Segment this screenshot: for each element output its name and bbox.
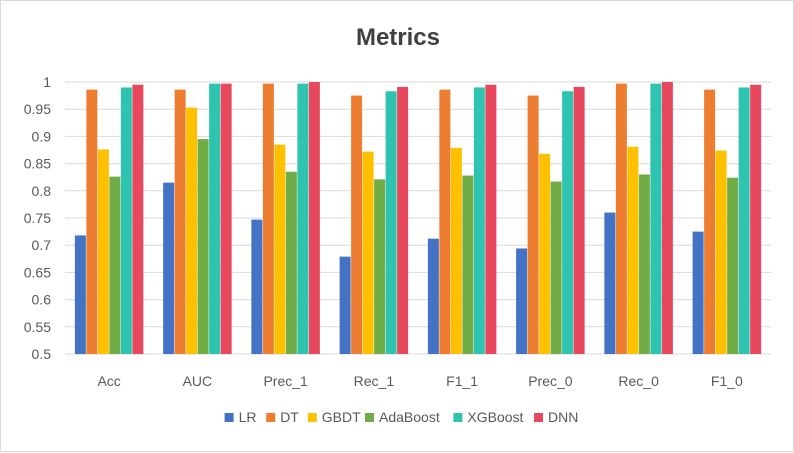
legend-swatch [453, 413, 463, 422]
x-category-label: Rec_1 [354, 373, 395, 389]
bar-lr-prec_1 [251, 219, 263, 354]
bar-adaboost-f1_0 [727, 177, 739, 354]
bar-lr-acc [74, 235, 86, 354]
bar-dt-prec_1 [262, 83, 274, 354]
legend-item-lr: LR [224, 409, 257, 425]
bar-lr-rec_0 [604, 212, 616, 354]
bar-gbdt-f1_0 [715, 150, 727, 354]
bar-xgboost-f1_1 [473, 87, 485, 354]
legend-swatch [266, 413, 276, 422]
bar-lr-auc [163, 182, 175, 354]
bar-adaboost-auc [197, 139, 209, 354]
y-tick-label: 0.7 [32, 237, 52, 253]
bar-gbdt-prec_1 [274, 144, 286, 354]
bar-lr-rec_1 [339, 256, 351, 354]
bar-adaboost-f1_1 [462, 175, 474, 354]
y-tick-label: 0.9 [32, 128, 52, 144]
legend-item-xgboost: XGBoost [453, 409, 524, 425]
x-category-label: Prec_1 [263, 373, 308, 389]
bar-gbdt-rec_1 [362, 151, 374, 354]
bar-dnn-acc [132, 84, 144, 354]
bar-dt-f1_1 [439, 89, 451, 354]
bar-dt-rec_0 [615, 83, 627, 354]
y-tick-label: 0.95 [24, 101, 51, 117]
bar-gbdt-auc [186, 107, 198, 355]
legend-label: GBDT [322, 409, 361, 425]
bar-dt-acc [86, 89, 98, 354]
legend-item-gbdt: GBDT [307, 409, 361, 425]
y-tick-label: 0.65 [24, 264, 51, 280]
x-category-label: Prec_0 [528, 373, 573, 389]
bar-dnn-prec_1 [308, 82, 320, 354]
legend-label: DNN [548, 409, 578, 425]
bar-xgboost-auc [209, 83, 221, 354]
bar-xgboost-rec_0 [650, 83, 662, 354]
x-category-label: F1_1 [446, 373, 478, 389]
x-category-label: Acc [97, 373, 120, 389]
bar-lr-prec_0 [516, 248, 528, 354]
legend-item-dt: DT [266, 409, 299, 425]
bar-adaboost-prec_1 [285, 171, 297, 354]
y-tick-label: 0.5 [32, 346, 52, 362]
bar-dnn-auc [220, 83, 232, 354]
y-tick-label: 0.55 [24, 319, 51, 335]
bar-lr-f1_1 [427, 238, 439, 354]
legend-label: LR [239, 409, 257, 425]
y-tick-label: 0.85 [24, 156, 51, 172]
y-tick-label: 0.6 [32, 292, 52, 308]
bar-xgboost-acc [120, 87, 132, 354]
bar-adaboost-rec_0 [638, 174, 650, 354]
x-category-label: AUC [183, 373, 213, 389]
bar-dt-prec_0 [527, 95, 539, 354]
bar-gbdt-acc [97, 149, 109, 354]
bar-gbdt-rec_0 [627, 146, 639, 354]
legend-swatch [224, 413, 234, 422]
bar-xgboost-prec_0 [562, 91, 574, 355]
bar-xgboost-f1_0 [738, 87, 750, 354]
bar-gbdt-f1_1 [450, 147, 462, 354]
chart-title: Metrics [356, 24, 440, 51]
bar-lr-f1_0 [692, 231, 704, 354]
x-category-label: Rec_0 [618, 373, 659, 389]
x-axis-categories: Acc AUC Prec_1 Rec_1 F1_1 Prec_0 Rec_0 F1_0 [97, 373, 743, 389]
bar-dt-auc [174, 89, 186, 354]
bar-dnn-rec_0 [661, 82, 673, 354]
x-category-label: F1_0 [711, 373, 743, 389]
bar-gbdt-prec_0 [539, 153, 551, 354]
legend-label: DT [280, 409, 299, 425]
y-tick-label: 1 [43, 74, 51, 90]
bar-adaboost-rec_1 [374, 179, 386, 354]
legend-swatch [534, 413, 543, 422]
bar-dnn-rec_1 [397, 86, 409, 355]
y-axis-ticks: 0.5 0.55 0.6 0.65 0.7 0.75 0.8 0.85 0.9 0.95 1 [24, 74, 51, 362]
bar-xgboost-prec_1 [297, 83, 309, 354]
bar-dnn-prec_0 [573, 86, 585, 355]
bar-dnn-f1_1 [485, 84, 497, 354]
bar-dt-rec_1 [351, 95, 363, 354]
bars [74, 82, 762, 355]
legend-item-dnn: DNN [534, 409, 578, 425]
legend-label: XGBoost [467, 409, 523, 425]
bar-adaboost-acc [109, 176, 121, 354]
bar-xgboost-rec_1 [385, 91, 397, 355]
bar-dt-f1_0 [704, 89, 716, 354]
legend-swatch [307, 413, 317, 422]
legend-item-adaboost: AdaBoost [365, 409, 440, 425]
y-tick-label: 0.75 [24, 210, 51, 226]
legend-label: AdaBoost [379, 409, 440, 425]
y-tick-label: 0.8 [32, 183, 52, 199]
bar-adaboost-prec_0 [550, 181, 562, 354]
legend-swatch [365, 413, 374, 422]
bar-dnn-f1_0 [750, 84, 762, 354]
legend: LR DT GBDT AdaBoost XGBoost DNN [224, 409, 578, 425]
